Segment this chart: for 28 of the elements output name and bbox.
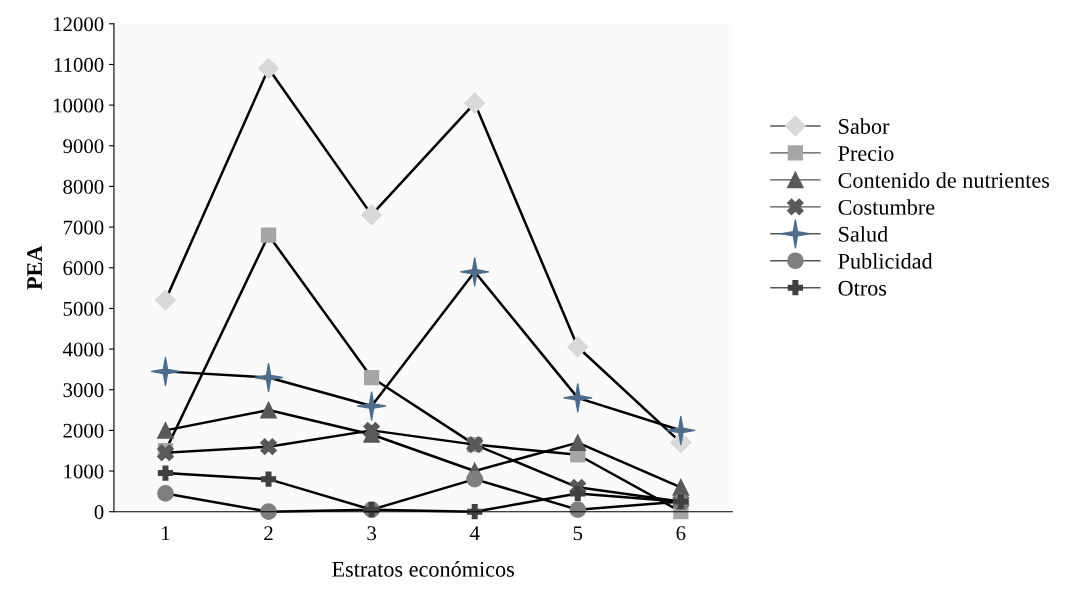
y-tick-label: 0 [94, 505, 104, 520]
x-axis-title: Estratos económicos [332, 561, 514, 577]
y-axis-title: PEA [27, 245, 42, 290]
y-tick-label: 10000 [53, 98, 104, 113]
y-tick-label: 11000 [54, 57, 104, 72]
y-tick-label: 12000 [53, 17, 104, 32]
legend-label: Salud [839, 226, 888, 242]
x-tick-label: 2 [264, 526, 273, 541]
y-tick-label: 5000 [63, 301, 104, 316]
y-tick-label: 9000 [63, 139, 104, 154]
y-tick-label: 2000 [63, 423, 104, 438]
y-tick-label: 1000 [64, 464, 104, 479]
legend-label: Contenido de nutrientes [838, 172, 1050, 188]
y-tick-label: 7000 [63, 220, 104, 235]
x-tick-label: 1 [162, 526, 170, 541]
x-tick-label: 3 [367, 526, 377, 541]
y-tick-label: 8000 [63, 179, 104, 194]
y-tick-label: 4000 [62, 342, 104, 357]
legend-label: Precio [838, 145, 894, 161]
legend-label: Publicidad [838, 253, 933, 269]
legend-label: Sabor [839, 118, 890, 134]
y-tick-label: 6000 [63, 261, 104, 276]
x-tick-label: 5 [573, 526, 583, 541]
x-tick-label: 6 [676, 526, 686, 541]
y-tick-label: 3000 [63, 383, 104, 398]
x-tick-label: 4 [469, 526, 480, 541]
legend-label: Costumbre [838, 199, 935, 215]
legend-label: Otros [838, 280, 887, 296]
